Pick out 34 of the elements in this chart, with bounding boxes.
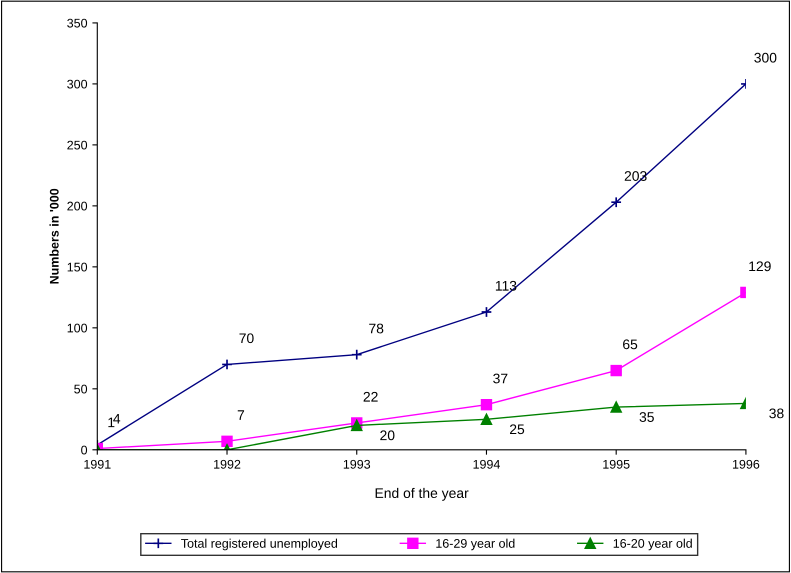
data-label: 22 (364, 392, 378, 402)
x-axis-title: End of the year (376, 488, 468, 501)
y-tick-label: 100 (68, 324, 88, 332)
data-label: 25 (510, 424, 524, 434)
y-tick-label: 150 (68, 262, 88, 272)
data-label: 38 (769, 408, 784, 418)
legend-label: 16-29 year old (436, 538, 514, 550)
legend-label: Total registered unemployed (181, 538, 338, 550)
data-label: 113 (496, 280, 516, 291)
x-tick-label: 1992 (214, 460, 240, 469)
data-label: 65 (623, 339, 638, 350)
x-tick-label: 1994 (474, 460, 500, 469)
y-tick-label: 300 (67, 80, 88, 89)
y-tick-label: 0 (81, 446, 88, 454)
x-tick-label: 1996 (732, 460, 760, 469)
x-tick-label: 1993 (344, 460, 370, 469)
x-tick-label: 1995 (603, 460, 630, 469)
y-tick-label: 50 (74, 384, 88, 394)
y-tick-label: 200 (67, 202, 88, 211)
data-label: 70 (239, 333, 254, 344)
data-label: 4 (113, 414, 120, 424)
data-label: 129 (749, 261, 771, 272)
data-label: 37 (493, 374, 508, 384)
x-tick-label: 1991 (84, 460, 111, 469)
data-label: 20 (380, 430, 394, 440)
data-label: 35 (640, 412, 654, 422)
y-axis-title: Numbers in '000 (50, 188, 59, 284)
y-tick-label: 250 (67, 140, 88, 150)
y-tick-label: 350 (67, 18, 88, 28)
legend-label: 16-20 year old (614, 538, 692, 550)
data-label: 1 (108, 418, 114, 428)
data-label: 7 (238, 410, 244, 420)
data-label: 300 (754, 52, 776, 63)
data-label: 78 (369, 324, 384, 334)
